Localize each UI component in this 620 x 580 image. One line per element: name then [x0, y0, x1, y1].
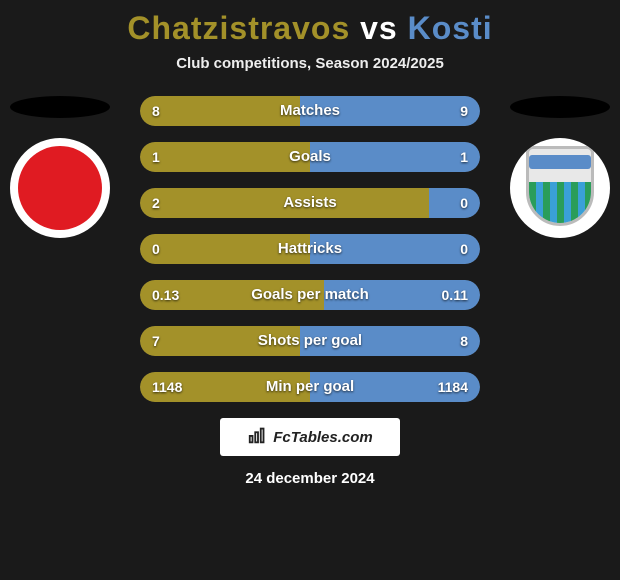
stat-row: 00Hattricks	[140, 234, 480, 264]
stat-row: 11481184Min per goal	[140, 372, 480, 402]
stat-label: Min per goal	[140, 372, 480, 402]
stat-row: 78Shots per goal	[140, 326, 480, 356]
stat-row: 20Assists	[140, 188, 480, 218]
subtitle: Club competitions, Season 2024/2025	[0, 55, 620, 72]
club-badge-right-shield	[526, 146, 594, 226]
stat-label: Assists	[140, 188, 480, 218]
player2-name: Kosti	[408, 10, 493, 46]
club-badge-right-banner	[529, 155, 591, 169]
stat-row: 11Goals	[140, 142, 480, 172]
stat-label: Goals	[140, 142, 480, 172]
club-badge-left	[10, 138, 110, 238]
stat-label: Matches	[140, 96, 480, 126]
stats-container: 89Matches 11Goals 20Assists 00Hattricks 0.13…	[140, 96, 480, 402]
club-badge-right-stripes	[529, 182, 591, 223]
page-title: Chatzistravos vs Kosti	[0, 0, 620, 47]
chart-icon	[247, 424, 269, 450]
brand-box[interactable]: FcTables.com	[220, 418, 400, 456]
club-badge-right	[510, 138, 610, 238]
club-badge-left-inner	[18, 146, 102, 230]
stat-label: Hattricks	[140, 234, 480, 264]
shadow-right	[510, 96, 610, 118]
stat-label: Goals per match	[140, 280, 480, 310]
shadow-left	[10, 96, 110, 118]
player1-name: Chatzistravos	[127, 10, 350, 46]
stat-row: 0.130.11Goals per match	[140, 280, 480, 310]
stat-row: 89Matches	[140, 96, 480, 126]
comparison-area: 89Matches 11Goals 20Assists 00Hattricks 0.13…	[0, 96, 620, 402]
date-text: 24 december 2024	[0, 470, 620, 487]
stat-label: Shots per goal	[140, 326, 480, 356]
brand-text: FcTables.com	[273, 429, 372, 446]
vs-text: vs	[360, 10, 398, 46]
